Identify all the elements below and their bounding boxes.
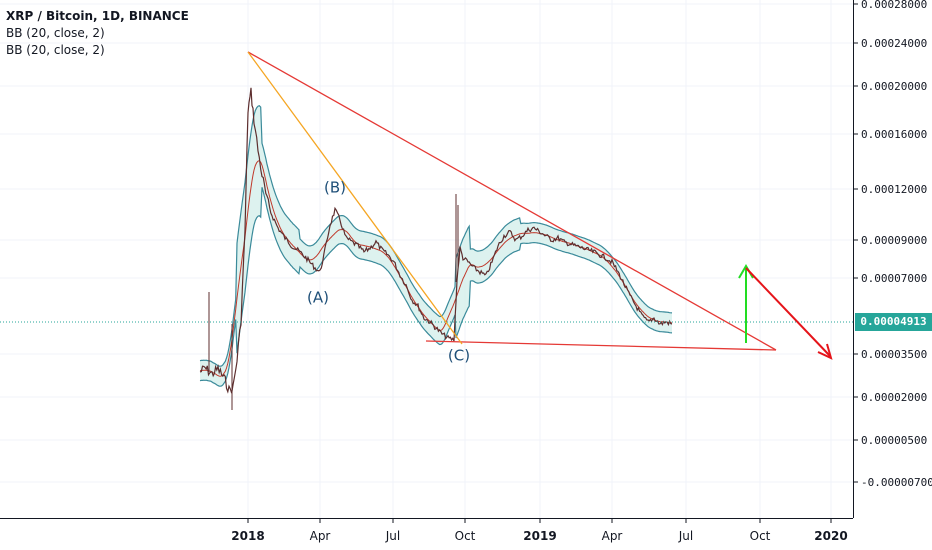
bollinger-lower-band [199,187,673,387]
y-tick-label: 0.00009000 [861,234,927,247]
x-tick-label: 2020 [814,529,847,543]
bollinger-bands [199,105,673,387]
indicator-label-2[interactable]: BB (20, close, 2) [6,43,105,57]
x-tick-label: Jul [385,529,400,543]
indicator-label-1[interactable]: BB (20, close, 2) [6,26,105,40]
drawings: (A) (B) (C) [0,51,853,365]
y-tick-label: -0.00000700 [861,476,932,489]
y-tick-label: 0.00003500 [861,348,927,361]
x-tick-label: Apr [310,529,331,543]
wave-label: (A) [307,289,329,307]
triangle-lower-line [425,340,777,351]
last-price-tag: 0.00004913 [855,313,932,331]
x-tick-label: Oct [750,529,771,543]
y-tick-label: 0.00012000 [861,183,927,196]
price-line [199,87,673,394]
x-tick-label: 2019 [523,529,556,543]
bollinger-upper-band [199,105,673,367]
x-tick-label: Jul [678,529,693,543]
x-tick-label: 2018 [231,529,264,543]
triangle-upper-line [247,51,777,351]
wave-label: (C) [448,347,470,365]
y-tick-label: 0.00028000 [861,0,927,11]
chart-title: XRP / Bitcoin, 1D, BINANCE [6,9,189,23]
down-arrow-head [817,343,833,360]
y-tick-label: 0.00000500 [861,434,927,447]
grid [0,0,853,518]
y-tick-label: 0.00016000 [861,128,927,141]
chart-legend: XRP / Bitcoin, 1D, BINANCE BB (20, close… [6,8,189,59]
x-tick-label: Oct [455,529,476,543]
y-tick-label: 0.00002000 [861,391,927,404]
y-tick-label: 0.00007000 [861,272,927,285]
wave-label: (B) [324,179,346,197]
y-tick-label: 0.00020000 [861,80,927,93]
y-tick-label: 0.00024000 [861,37,927,50]
down-arrow-shaft [745,267,831,357]
orange-trend-line [247,51,463,345]
price-series [199,87,673,410]
x-tick-label: Apr [602,529,623,543]
